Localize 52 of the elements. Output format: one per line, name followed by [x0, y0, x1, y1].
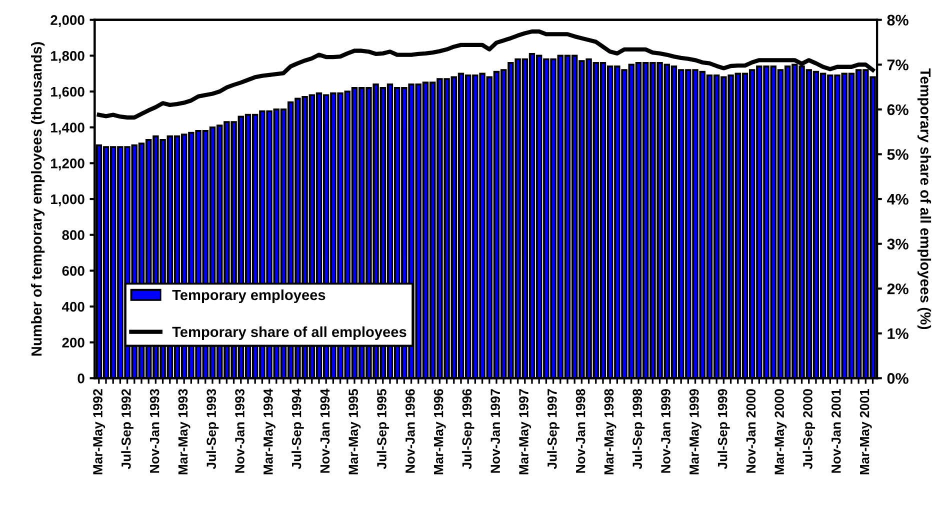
y-tick-label: 200	[62, 338, 84, 348]
x-tick-label: Mar-May 1996	[434, 389, 446, 474]
x-tick-label: Nov-Jan 1994	[320, 388, 330, 473]
y2-tick-label: 6%	[887, 104, 908, 116]
x-tick-label: Nov-Jan 1998	[576, 389, 586, 473]
y-axis-title: Number of temporary employees (thousands)	[31, 42, 45, 356]
y2-tick-label: 1%	[888, 328, 908, 340]
x-tick-label: Jul-Sep 1992	[121, 389, 134, 470]
y-tick-label: 600	[62, 266, 84, 276]
y2-tick-label: 5%	[887, 149, 908, 160]
x-tick-label: Jul-Sep 1999	[718, 389, 730, 470]
y-tick-label: 1,600	[51, 86, 84, 99]
y-tick-label: 2,000	[50, 15, 84, 28]
y2-axis-title: Temporary share of all employees (%)	[917, 68, 932, 330]
x-tick-label: Nov-Jan 1999	[661, 389, 670, 473]
y-tick-label: 1,400	[51, 122, 84, 135]
x-tick-label: Mar-May 1994	[263, 388, 276, 474]
y2-tick-label: 7%	[887, 60, 908, 70]
y-tick-label: 400	[62, 302, 84, 312]
x-tick-label: Jul-Sep 1995	[376, 388, 390, 470]
y-tick-label: 0	[78, 374, 84, 384]
x-tick-label: Nov-Jan 1996	[405, 389, 415, 473]
x-tick-label: Mar-May 1995	[348, 388, 361, 474]
x-tick-label: Mar-May 1997	[519, 389, 532, 474]
legend-label: Temporary employees	[172, 289, 326, 304]
y2-tick-label: 4%	[886, 194, 908, 205]
x-tick-label: Mar-May 1992	[93, 389, 106, 474]
y2-tick-label: 3%	[887, 238, 908, 250]
x-tick-label: Nov-Jan 1993	[235, 389, 244, 473]
y-tick-label: 1,800	[51, 51, 84, 63]
y2-tick-label: 8%	[887, 14, 908, 26]
x-tick-label: Jul-Sep 1994	[292, 388, 304, 470]
y-tick-label: 800	[62, 230, 84, 240]
x-tick-label: Jul-Sep 1998	[632, 389, 645, 470]
y-tick-label: 1,000	[51, 194, 84, 206]
legend-label: Temporary share of all employees	[172, 326, 406, 340]
x-tick-label: Mar-May 2001	[860, 388, 872, 474]
y-tick-label: 1,200	[51, 158, 84, 170]
x-tick-label: Mar-May 1993	[178, 389, 190, 474]
x-tick-label: Jul-Sep 1997	[547, 389, 560, 470]
x-tick-label: Jul-Sep 2000	[802, 389, 816, 470]
y2-tick-label: 2%	[887, 283, 908, 294]
x-tick-label: Nov-Jan 2000	[746, 389, 756, 473]
x-tick-label: Mar-May 1998	[604, 389, 616, 474]
x-tick-label: Jul-Sep 1996	[462, 389, 474, 470]
x-tick-label: Nov-Jan 1997	[490, 389, 500, 473]
x-tick-label: Mar-May 2000	[774, 389, 787, 474]
x-tick-label: Nov-Jan 2001	[831, 388, 841, 473]
x-tick-label: Jul-Sep 1993	[206, 389, 219, 470]
y2-tick-label: 0%	[887, 373, 908, 384]
x-tick-label: Mar-May 1999	[689, 389, 702, 474]
x-tick-label: Nov-Jan 1993	[150, 389, 160, 473]
